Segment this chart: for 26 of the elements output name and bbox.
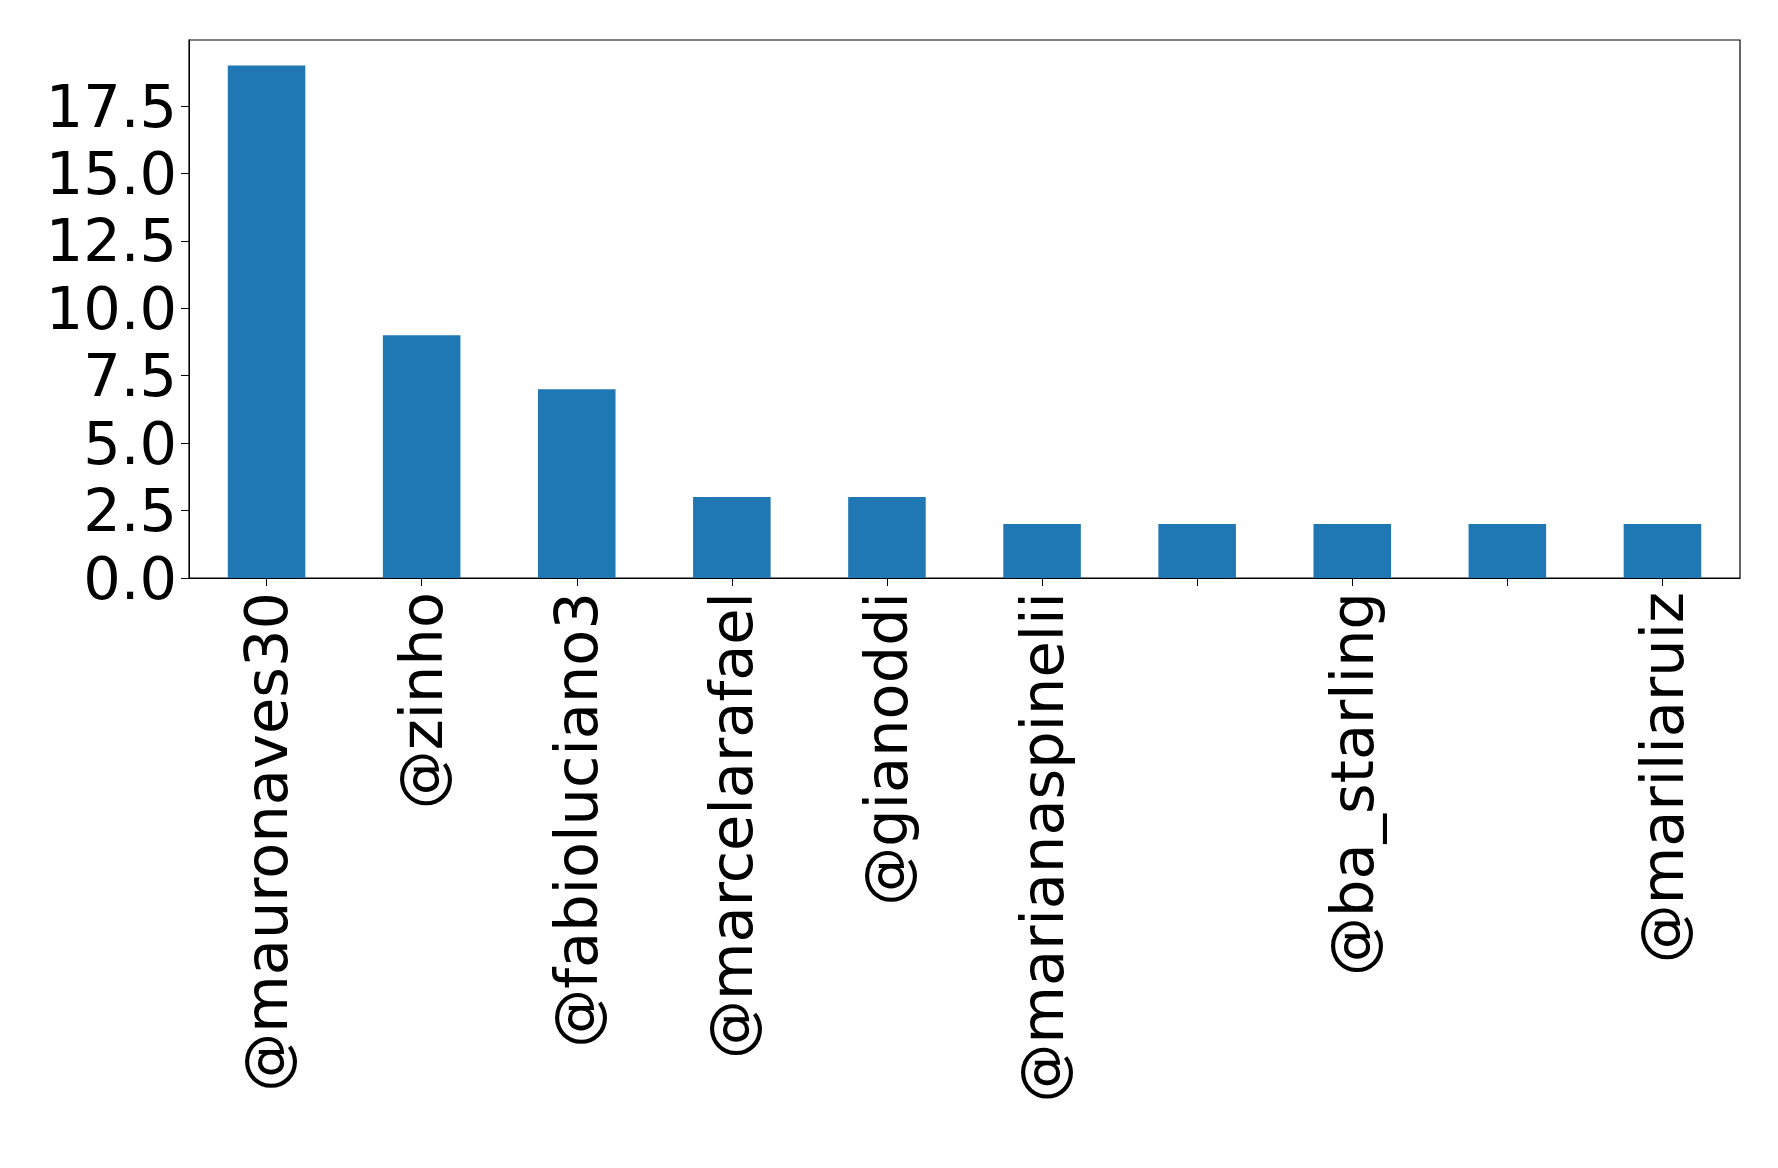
bar (1468, 524, 1547, 578)
y-tick-label: 12.5 (45, 206, 177, 276)
x-tick-label: @mariliaruiz (1627, 592, 1697, 964)
x-tick-label: @marcelarafael (697, 592, 767, 1059)
bar (1158, 524, 1236, 578)
x-tick-label: @zinho (387, 592, 457, 810)
bar (693, 497, 771, 578)
x-tick-label: @ba_starling (1317, 592, 1387, 977)
bar (382, 335, 461, 578)
y-tick-label: 17.5 (45, 71, 177, 141)
y-tick-label: 2.5 (83, 476, 177, 546)
x-tick-label: @gianoddi (852, 592, 922, 906)
bar (1313, 524, 1392, 578)
x-tick-label: @mauronaves30 (232, 592, 302, 1092)
bar (1623, 524, 1702, 578)
y-tick-label: 15.0 (45, 138, 177, 208)
bar (848, 497, 926, 578)
y-tick-label: 10.0 (45, 273, 177, 343)
bar (227, 65, 306, 578)
bar (537, 389, 616, 578)
x-tick-label: @marianaspinelii (1007, 592, 1077, 1103)
x-tick-label: @fabioluciano3 (542, 592, 612, 1048)
y-tick-label: 7.5 (83, 341, 177, 411)
y-tick-label: 0.0 (83, 543, 177, 613)
y-tick-label: 5.0 (83, 408, 177, 478)
bar (1003, 524, 1081, 578)
